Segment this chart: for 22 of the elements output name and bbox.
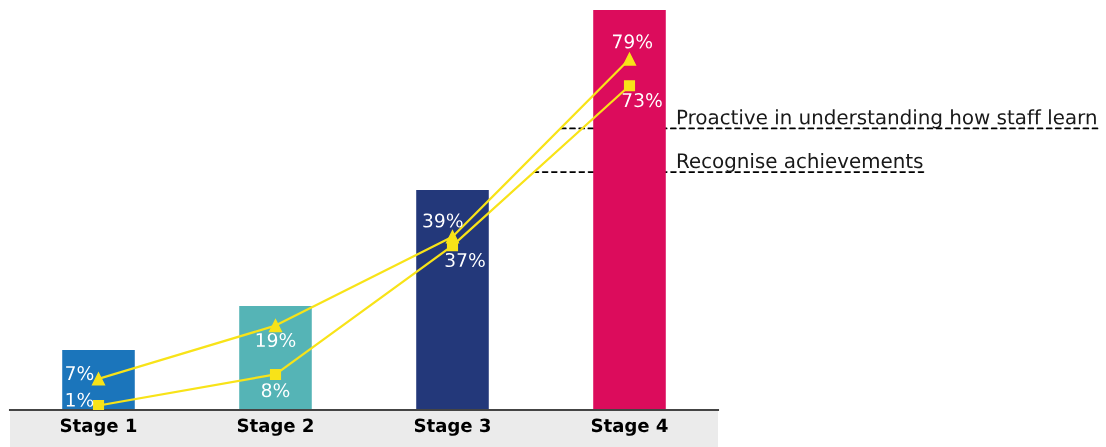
data-label: 79% xyxy=(612,34,653,49)
text: Recognise achievements xyxy=(677,152,923,173)
point xyxy=(622,52,637,66)
point xyxy=(623,80,636,92)
bar xyxy=(62,350,135,410)
data-label: 73% xyxy=(622,93,662,108)
point xyxy=(269,368,282,381)
x-tick-label: Stage 3 xyxy=(414,418,490,436)
data-label: 37% xyxy=(445,252,485,268)
x-tick-label: Stage 1 xyxy=(60,418,137,436)
bar xyxy=(593,10,666,410)
data-label: 19% xyxy=(256,332,296,348)
point xyxy=(268,319,283,333)
text: Proactive in understanding how staff learn xyxy=(677,109,1096,129)
data-label: 39% xyxy=(423,213,463,228)
bar xyxy=(239,306,312,410)
data-label: 7% xyxy=(66,366,94,381)
data-label: 8% xyxy=(261,383,290,398)
bar xyxy=(416,190,489,410)
x-tick-label: Stage 4 xyxy=(591,418,668,436)
data-label: 1% xyxy=(66,392,94,407)
x-tick-label: Stage 2 xyxy=(237,418,313,436)
